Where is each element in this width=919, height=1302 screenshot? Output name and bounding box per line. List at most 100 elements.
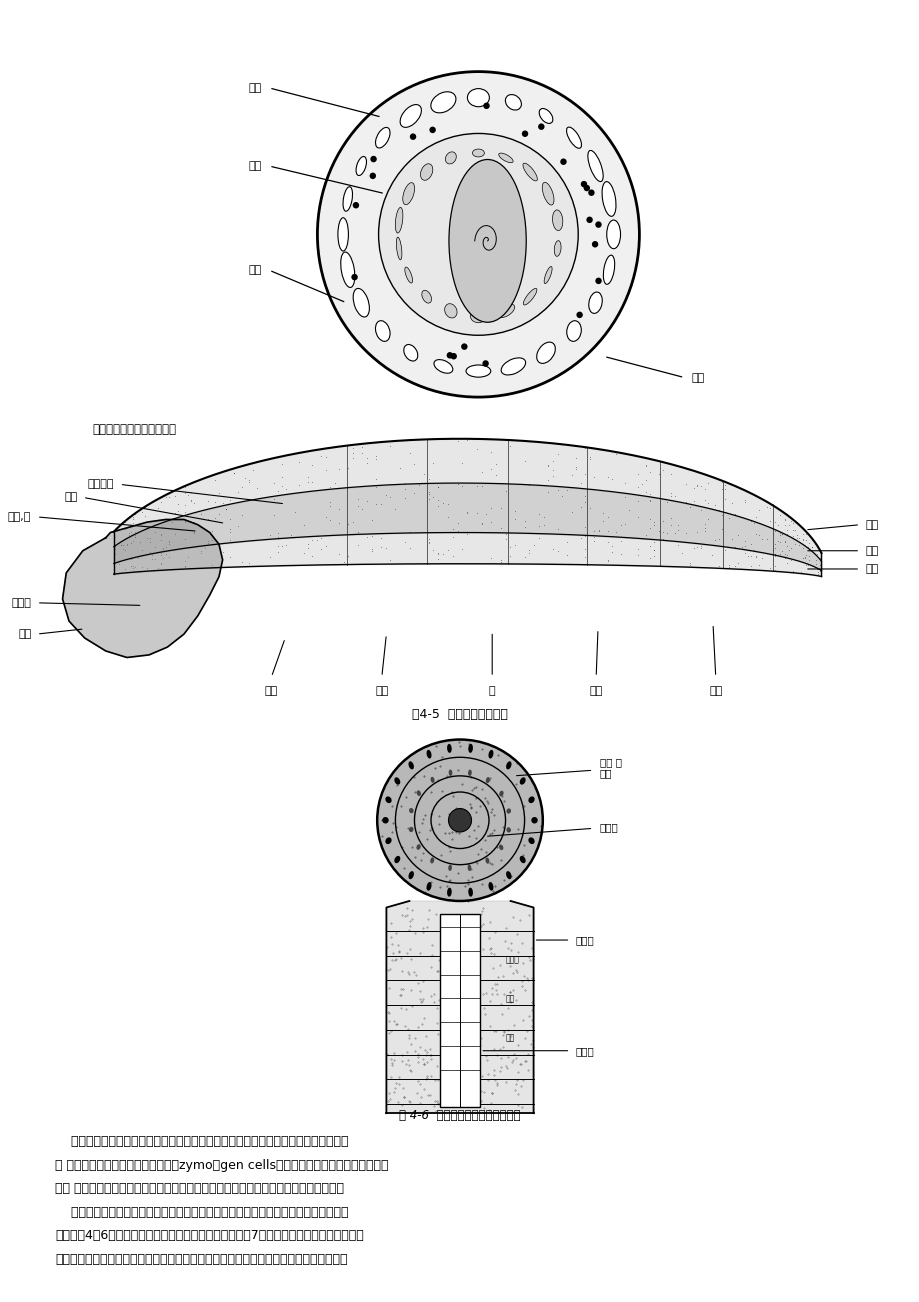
Ellipse shape — [404, 267, 412, 283]
Ellipse shape — [396, 237, 402, 260]
Ellipse shape — [523, 289, 537, 305]
Text: 呼吸管: 呼吸管 — [575, 1046, 594, 1056]
Ellipse shape — [408, 871, 414, 879]
Ellipse shape — [403, 182, 414, 204]
Ellipse shape — [446, 352, 452, 358]
Ellipse shape — [409, 827, 413, 832]
Text: 吸管（图4－6）的后端成为盲端，呼吸管的左右两侧各有7个内鳃孔，各与一个鳃囊相通，: 吸管（图4－6）的后端成为盲端，呼吸管的左右两侧各有7个内鳃孔，各与一个鳃囊相通… — [55, 1229, 364, 1242]
Text: 脊髓: 脊髓 — [865, 519, 878, 530]
Ellipse shape — [460, 344, 467, 350]
Text: 图4-5  七鳃鳗的内容结构: 图4-5 七鳃鳗的内容结构 — [412, 708, 507, 721]
Text: 舌肌: 舌肌 — [265, 686, 278, 697]
Ellipse shape — [430, 777, 434, 783]
Ellipse shape — [566, 320, 581, 341]
Ellipse shape — [506, 809, 510, 814]
Ellipse shape — [595, 221, 601, 228]
Ellipse shape — [587, 189, 594, 195]
Ellipse shape — [421, 290, 431, 303]
Ellipse shape — [496, 305, 514, 318]
Ellipse shape — [468, 888, 472, 897]
Text: 咽: 咽 — [488, 686, 495, 697]
Ellipse shape — [351, 273, 357, 280]
Ellipse shape — [467, 89, 489, 107]
Ellipse shape — [588, 292, 602, 314]
Ellipse shape — [528, 797, 534, 803]
Ellipse shape — [445, 152, 456, 164]
Ellipse shape — [505, 871, 511, 879]
Ellipse shape — [409, 133, 415, 139]
Ellipse shape — [395, 207, 403, 233]
Ellipse shape — [505, 762, 511, 769]
Ellipse shape — [585, 216, 592, 223]
Ellipse shape — [501, 358, 525, 375]
Ellipse shape — [369, 173, 376, 180]
Text: 心脏: 心脏 — [709, 686, 721, 697]
Ellipse shape — [416, 790, 421, 796]
Ellipse shape — [505, 827, 510, 832]
Ellipse shape — [448, 769, 452, 776]
Text: 嗅囊,脑: 嗅囊,脑 — [8, 512, 31, 522]
Ellipse shape — [560, 159, 566, 165]
Text: 图 4-6  七鳃鳗的口吸盘和呼吸系统: 图 4-6 七鳃鳗的口吸盘和呼吸系统 — [399, 1109, 520, 1122]
Ellipse shape — [543, 267, 551, 284]
Ellipse shape — [482, 103, 489, 109]
Ellipse shape — [580, 181, 586, 187]
Ellipse shape — [536, 342, 555, 363]
Ellipse shape — [343, 186, 352, 211]
Text: 下盾板: 下盾板 — [599, 822, 618, 832]
Text: 鳃间隔: 鳃间隔 — [505, 956, 519, 963]
Text: 鼻垂体囊: 鼻垂体囊 — [87, 479, 114, 490]
Ellipse shape — [485, 858, 489, 863]
Ellipse shape — [538, 124, 544, 130]
Ellipse shape — [566, 128, 581, 148]
Ellipse shape — [379, 134, 578, 336]
Text: 食道: 食道 — [865, 546, 878, 556]
Text: 审七鳃鳗肠的描断面示育沟: 审七鳃鳗肠的描断面示育沟 — [92, 423, 176, 436]
Ellipse shape — [409, 809, 414, 814]
Ellipse shape — [370, 156, 377, 163]
Ellipse shape — [576, 311, 583, 318]
Ellipse shape — [468, 769, 471, 776]
Text: 肠腔: 肠腔 — [248, 161, 262, 171]
Ellipse shape — [528, 837, 534, 844]
Ellipse shape — [470, 309, 486, 323]
Ellipse shape — [466, 365, 490, 378]
Bar — [439, 914, 480, 1107]
Ellipse shape — [595, 277, 601, 284]
Ellipse shape — [394, 855, 400, 863]
Text: 血管: 血管 — [248, 266, 262, 275]
Ellipse shape — [530, 818, 537, 824]
Ellipse shape — [337, 217, 348, 251]
Ellipse shape — [375, 128, 390, 148]
Text: 角质齿: 角质齿 — [11, 598, 31, 608]
Ellipse shape — [482, 361, 488, 367]
Ellipse shape — [430, 91, 456, 113]
Ellipse shape — [429, 126, 436, 133]
Text: 盲沟: 盲沟 — [691, 372, 704, 383]
Text: 鼻孔: 鼻孔 — [64, 492, 77, 503]
Ellipse shape — [450, 353, 457, 359]
Ellipse shape — [552, 210, 562, 230]
Text: 没有独立的胰脏，但有些胰细胞聚集成群，散布于肠壁以及肠管和食道交界的地方。: 没有独立的胰脏，但有些胰细胞聚集成群，散布于肠壁以及肠管和食道交界的地方。 — [55, 1135, 348, 1148]
Ellipse shape — [583, 185, 589, 191]
Text: （六）呼吸系统咽分背腹两管，靠背面的为食道，已如前述，靠腹面的为呼吸管。呼: （六）呼吸系统咽分背腹两管，靠背面的为食道，已如前述，靠腹面的为呼吸管。呼 — [55, 1206, 348, 1219]
Ellipse shape — [601, 181, 616, 216]
Text: 肠壁: 肠壁 — [248, 83, 262, 92]
Ellipse shape — [541, 182, 553, 204]
Ellipse shape — [416, 844, 420, 850]
Ellipse shape — [394, 777, 400, 785]
Ellipse shape — [498, 845, 503, 850]
Ellipse shape — [317, 72, 639, 397]
Ellipse shape — [505, 95, 521, 111]
Text: 侧齿 皮
铁褶: 侧齿 皮 铁褶 — [599, 756, 621, 779]
Ellipse shape — [426, 750, 431, 759]
Text: 是胰 脏外分泌部的前驱；另一类细胞的作用是和醣代谢相关，相当于胰腺的内分泌部。: 是胰 脏外分泌部的前驱；另一类细胞的作用是和醣代谢相关，相当于胰腺的内分泌部。 — [55, 1182, 344, 1195]
Text: 鳃囊: 鳃囊 — [505, 1034, 515, 1042]
Ellipse shape — [377, 740, 542, 901]
Text: 外鳃孔: 外鳃孔 — [575, 935, 594, 945]
Ellipse shape — [498, 154, 513, 163]
Text: 鳃囊: 鳃囊 — [505, 995, 515, 1003]
Ellipse shape — [340, 253, 355, 288]
Ellipse shape — [522, 163, 537, 181]
Ellipse shape — [447, 888, 451, 897]
